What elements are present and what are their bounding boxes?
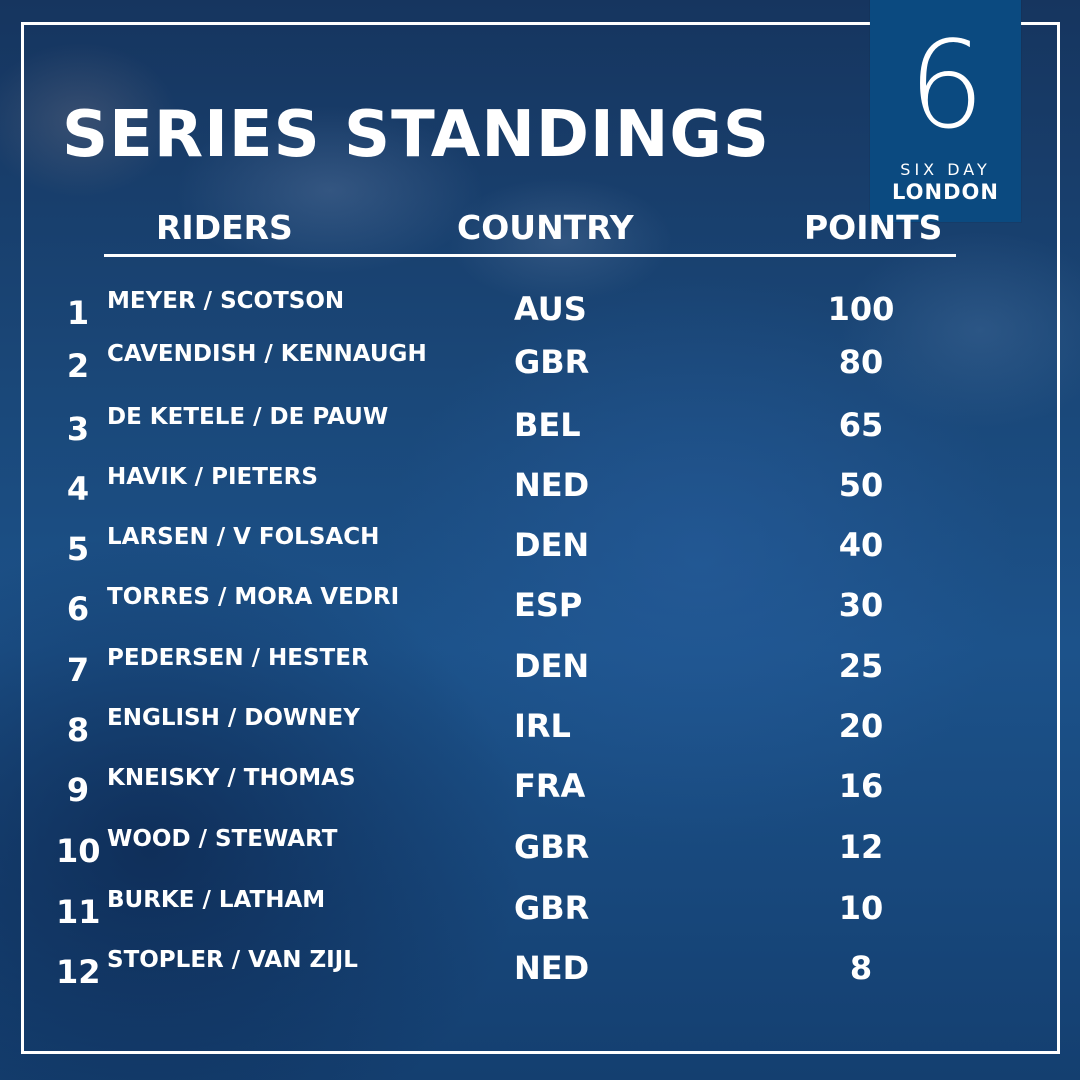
riders-name: WOOD / STEWART [107, 826, 338, 852]
points-value: 12 [838, 828, 884, 866]
rank-number: 4 [66, 470, 90, 508]
standings-row: 12 STOPLER / VAN ZIJL NED 8 [0, 947, 1080, 997]
points-value: 100 [827, 290, 895, 328]
column-header-points: POINTS [804, 208, 943, 247]
riders-name: DE KETELE / DE PAUW [107, 404, 389, 430]
riders-name: ENGLISH / DOWNEY [107, 705, 360, 731]
points-value: 10 [838, 889, 884, 927]
column-header-country: COUNTRY [457, 208, 634, 247]
points-value: 8 [849, 949, 873, 987]
rank-number: 3 [66, 410, 90, 448]
standings-row: 10 WOOD / STEWART GBR 12 [0, 826, 1080, 876]
rank-number: 9 [66, 771, 90, 809]
country-code: NED [514, 466, 590, 504]
country-code: GBR [514, 828, 590, 866]
riders-name: MEYER / SCOTSON [107, 288, 345, 314]
points-value: 16 [838, 767, 884, 805]
page-title: SERIES STANDINGS [62, 98, 770, 172]
logo-numeral: 6 [908, 17, 984, 156]
country-code: DEN [514, 526, 590, 564]
riders-name: BURKE / LATHAM [107, 887, 326, 913]
country-code: IRL [514, 707, 571, 745]
riders-name: CAVENDISH / KENNAUGH [107, 341, 427, 367]
logo-text-six-day: SIX DAY [900, 160, 991, 179]
standings-row: 8 ENGLISH / DOWNEY IRL 20 [0, 705, 1080, 755]
riders-name: KNEISKY / THOMAS [107, 765, 356, 791]
points-value: 65 [838, 406, 884, 444]
standings-row: 11 BURKE / LATHAM GBR 10 [0, 887, 1080, 937]
standings-row: 7 PEDERSEN / HESTER DEN 25 [0, 645, 1080, 695]
country-code: ESP [514, 586, 583, 624]
points-value: 30 [838, 586, 884, 624]
rank-number: 7 [66, 651, 90, 689]
rank-number: 2 [66, 347, 90, 385]
points-value: 20 [838, 707, 884, 745]
column-header-riders: RIDERS [156, 208, 293, 247]
standings-row: 9 KNEISKY / THOMAS FRA 16 [0, 765, 1080, 815]
white-frame-border [21, 22, 1060, 1054]
standings-row: 2 CAVENDISH / KENNAUGH GBR 80 [0, 341, 1080, 391]
header-divider [104, 254, 956, 257]
points-value: 40 [838, 526, 884, 564]
country-code: NED [514, 949, 590, 987]
rank-number: 8 [66, 711, 90, 749]
country-code: FRA [514, 767, 586, 805]
points-value: 25 [838, 647, 884, 685]
rank-number: 6 [66, 590, 90, 628]
country-code: AUS [514, 290, 587, 328]
standings-row: 5 LARSEN / V FOLSACH DEN 40 [0, 524, 1080, 574]
logo-text-london: LONDON [892, 180, 999, 204]
standings-row: 4 HAVIK / PIETERS NED 50 [0, 464, 1080, 514]
standings-row: 6 TORRES / MORA VEDRI ESP 30 [0, 584, 1080, 634]
country-code: GBR [514, 889, 590, 927]
standings-row: 1 MEYER / SCOTSON AUS 100 [0, 288, 1080, 338]
riders-name: PEDERSEN / HESTER [107, 645, 369, 671]
riders-name: TORRES / MORA VEDRI [107, 584, 400, 610]
rank-number: 5 [66, 530, 90, 568]
rank-number: 12 [56, 953, 101, 991]
riders-name: STOPLER / VAN ZIJL [107, 947, 358, 973]
country-code: GBR [514, 343, 590, 381]
points-value: 50 [838, 466, 884, 504]
country-code: DEN [514, 647, 590, 685]
riders-name: LARSEN / V FOLSACH [107, 524, 380, 550]
riders-name: HAVIK / PIETERS [107, 464, 318, 490]
standings-row: 3 DE KETELE / DE PAUW BEL 65 [0, 404, 1080, 454]
rank-number: 1 [66, 294, 90, 332]
rank-number: 10 [56, 832, 101, 870]
rank-number: 11 [56, 893, 101, 931]
six-day-london-logo: 6 SIX DAY LONDON [870, 0, 1021, 222]
points-value: 80 [838, 343, 884, 381]
country-code: BEL [514, 406, 581, 444]
